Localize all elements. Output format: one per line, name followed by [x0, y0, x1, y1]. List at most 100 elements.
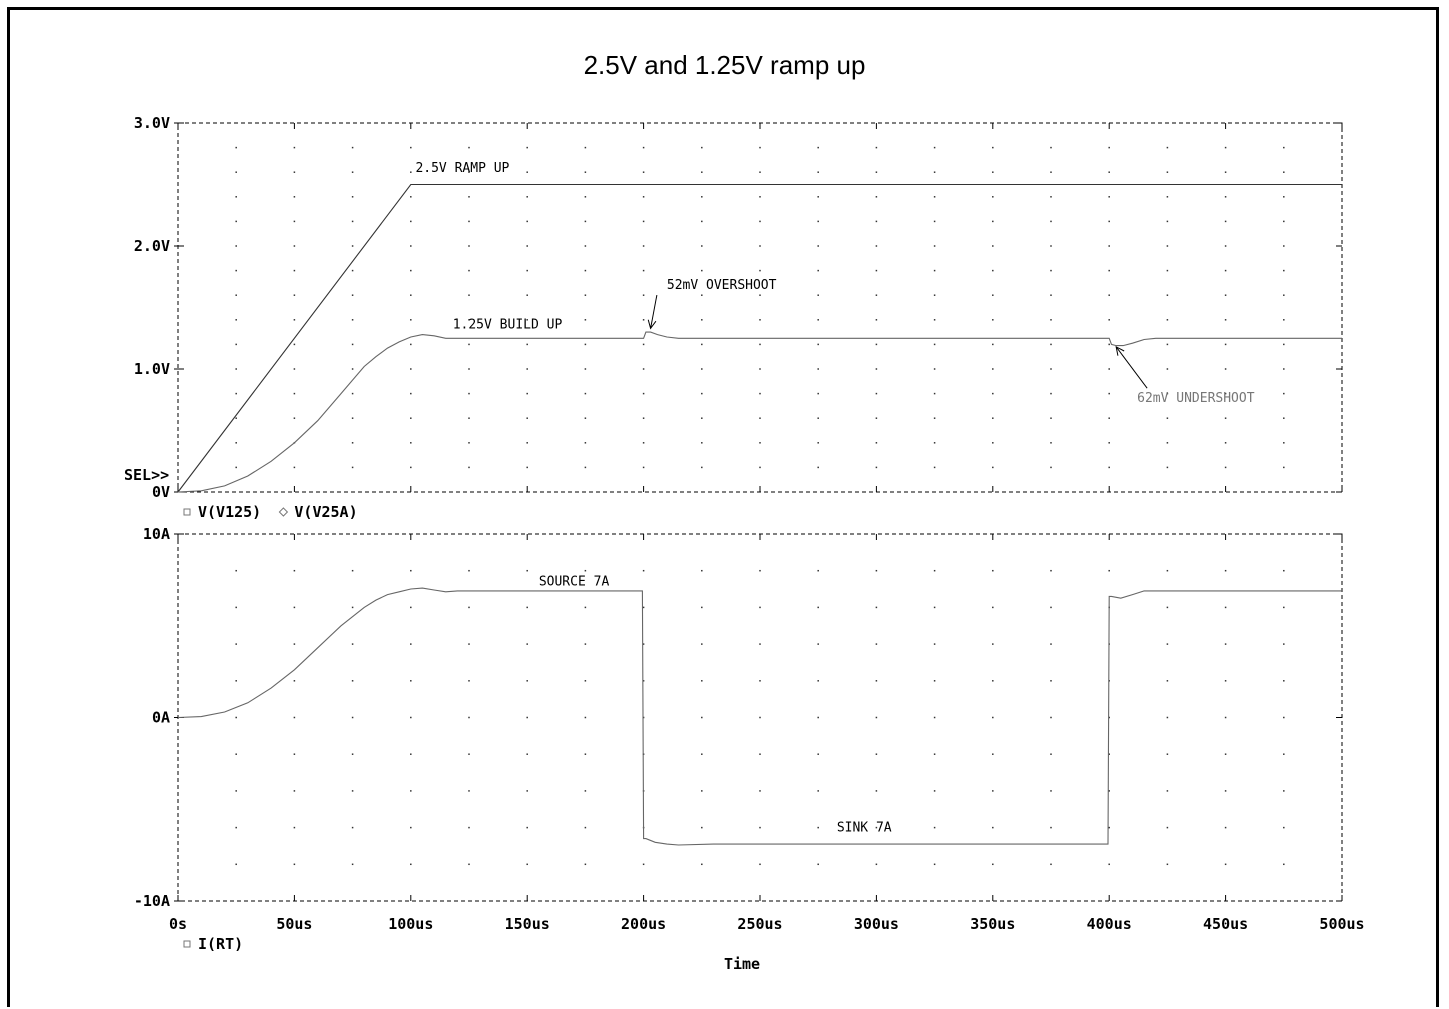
- grid-dot: [526, 146, 528, 149]
- grid-dot: [759, 826, 761, 829]
- x-tick-label: 150us: [505, 915, 550, 933]
- grid-dot: [468, 753, 470, 755]
- grid-dot: [1050, 716, 1052, 719]
- grid-dot: [410, 606, 412, 609]
- grid-dot: [584, 753, 587, 755]
- grid-dot: [642, 716, 645, 719]
- grid-dot: [410, 368, 412, 370]
- grid-dot: [1224, 294, 1227, 296]
- grid-dot: [933, 442, 936, 444]
- grid-dot: [293, 269, 296, 272]
- grid-dot: [1283, 606, 1285, 609]
- grid-dot: [933, 196, 936, 198]
- grid-dot: [1283, 146, 1285, 149]
- grid-dot: [526, 269, 528, 272]
- grid-dot: [584, 319, 587, 321]
- bottom-chart-labels: 0s 50us 100us 150us 200us 250us 300us 350us 400u…: [134, 525, 1365, 973]
- grid-dot: [875, 643, 878, 645]
- grid-dot: [584, 863, 587, 866]
- grid-dot: [1166, 196, 1169, 198]
- grid-dot: [759, 343, 761, 346]
- grid-dot: [642, 680, 645, 682]
- grid-dot: [1224, 826, 1227, 829]
- grid-dot: [875, 790, 878, 792]
- grid-dot: [933, 826, 936, 829]
- grid-dot: [817, 171, 819, 173]
- grid-dot: [584, 196, 587, 198]
- grid-dot: [875, 171, 878, 173]
- grid-dot: [1166, 319, 1169, 321]
- grid-dot: [1108, 826, 1110, 829]
- grid-dot: [1224, 368, 1227, 370]
- grid-dot: [1224, 245, 1227, 247]
- grid-dot: [1166, 220, 1169, 223]
- grid-dot: [468, 863, 470, 866]
- grid-dot: [1283, 790, 1285, 792]
- grid-dot: [817, 220, 819, 223]
- grid-dot: [584, 826, 587, 829]
- grid-dot: [933, 417, 936, 419]
- grid-dot: [817, 196, 819, 198]
- grid-dot: [351, 171, 354, 173]
- annotation-arrow: [1115, 346, 1148, 389]
- grid-dot: [1050, 606, 1052, 609]
- grid-dot: [759, 269, 761, 272]
- y-tick-label: 1.0V: [134, 360, 170, 378]
- grid-dot: [1224, 442, 1227, 444]
- grid-dot: [235, 863, 237, 866]
- grid-dot: [1108, 196, 1110, 198]
- grid-dot: [235, 245, 237, 247]
- grid-dot: [584, 392, 587, 395]
- grid-dot: [468, 417, 470, 419]
- grid-dot: [1166, 245, 1169, 247]
- grid-dot: [701, 466, 703, 469]
- grid-dot: [468, 368, 470, 370]
- grid-dot: [410, 343, 412, 346]
- grid-dot: [235, 294, 237, 296]
- grid-dot: [642, 417, 645, 419]
- grid-dot: [701, 196, 703, 198]
- grid-dot: [1283, 220, 1285, 223]
- x-tick-label: 450us: [1203, 915, 1248, 933]
- grid-dot: [351, 680, 354, 682]
- grid-dot: [759, 294, 761, 296]
- grid-dot: [526, 606, 528, 609]
- grid-dot: [351, 716, 354, 719]
- grid-dot: [992, 753, 994, 755]
- grid-dot: [933, 569, 936, 572]
- selector-label: SEL>>: [124, 466, 169, 484]
- annotation-label: 1.25V BUILD UP: [453, 317, 563, 332]
- grid-dot: [992, 863, 994, 866]
- grid-dot: [1050, 294, 1052, 296]
- grid-dot: [642, 606, 645, 609]
- grid-dot: [642, 171, 645, 173]
- grid-dot: [875, 294, 878, 296]
- annotation-label: SOURCE 7A: [539, 574, 610, 589]
- grid-dot: [1283, 368, 1285, 370]
- grid-dot: [235, 146, 237, 149]
- grid-dot: [817, 294, 819, 296]
- grid-dot: [526, 368, 528, 370]
- grid-dot: [1050, 269, 1052, 272]
- grid-dot: [1050, 368, 1052, 370]
- grid-dot: [1224, 171, 1227, 173]
- grid-dot: [701, 368, 703, 370]
- grid-dot: [351, 643, 354, 645]
- grid-dot: [1283, 196, 1285, 198]
- grid-dot: [293, 343, 296, 346]
- grid-dot: [642, 466, 645, 469]
- grid-dot: [1050, 569, 1052, 572]
- grid-dot: [817, 606, 819, 609]
- grid-dot: [410, 319, 412, 321]
- grid-dot: [1108, 466, 1110, 469]
- grid-dot: [526, 245, 528, 247]
- grid-dot: [1224, 343, 1227, 346]
- grid-dot: [1050, 220, 1052, 223]
- grid-dot: [1224, 417, 1227, 419]
- grid-dot: [235, 466, 237, 469]
- grid-dot: [875, 245, 878, 247]
- grid-dot: [584, 146, 587, 149]
- grid-dot: [351, 319, 354, 321]
- grid-dot: [235, 319, 237, 321]
- grid-dot: [410, 171, 412, 173]
